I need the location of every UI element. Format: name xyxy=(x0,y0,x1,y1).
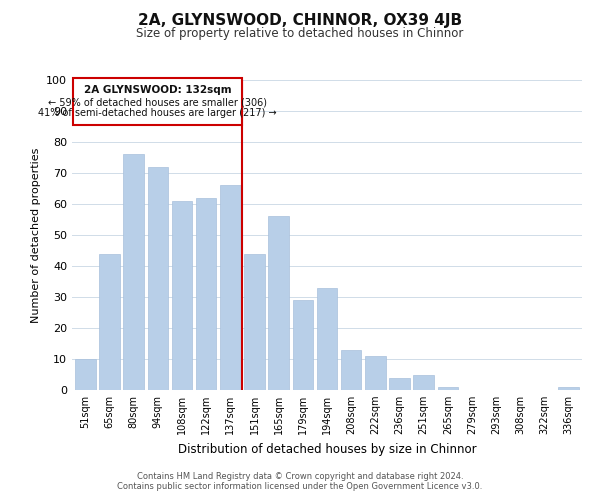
Bar xyxy=(99,254,120,390)
Bar xyxy=(148,167,168,390)
Bar xyxy=(317,288,337,390)
Y-axis label: Number of detached properties: Number of detached properties xyxy=(31,148,41,322)
Bar xyxy=(124,154,144,390)
Bar xyxy=(413,374,434,390)
Bar xyxy=(172,201,192,390)
Text: 2A GLYNSWOOD: 132sqm: 2A GLYNSWOOD: 132sqm xyxy=(84,84,232,94)
Text: 2A, GLYNSWOOD, CHINNOR, OX39 4JB: 2A, GLYNSWOOD, CHINNOR, OX39 4JB xyxy=(138,12,462,28)
Text: ← 59% of detached houses are smaller (306): ← 59% of detached houses are smaller (30… xyxy=(49,97,268,107)
Bar xyxy=(559,387,579,390)
Bar xyxy=(365,356,386,390)
Bar xyxy=(220,186,241,390)
Bar xyxy=(293,300,313,390)
Bar xyxy=(268,216,289,390)
Bar xyxy=(389,378,410,390)
Bar xyxy=(437,387,458,390)
Bar xyxy=(196,198,217,390)
Bar xyxy=(75,359,95,390)
Text: Size of property relative to detached houses in Chinnor: Size of property relative to detached ho… xyxy=(136,28,464,40)
Bar xyxy=(341,350,361,390)
FancyBboxPatch shape xyxy=(73,78,242,125)
Bar xyxy=(244,254,265,390)
Text: Contains public sector information licensed under the Open Government Licence v3: Contains public sector information licen… xyxy=(118,482,482,491)
X-axis label: Distribution of detached houses by size in Chinnor: Distribution of detached houses by size … xyxy=(178,442,476,456)
Text: 41% of semi-detached houses are larger (217) →: 41% of semi-detached houses are larger (… xyxy=(38,108,277,118)
Text: Contains HM Land Registry data © Crown copyright and database right 2024.: Contains HM Land Registry data © Crown c… xyxy=(137,472,463,481)
